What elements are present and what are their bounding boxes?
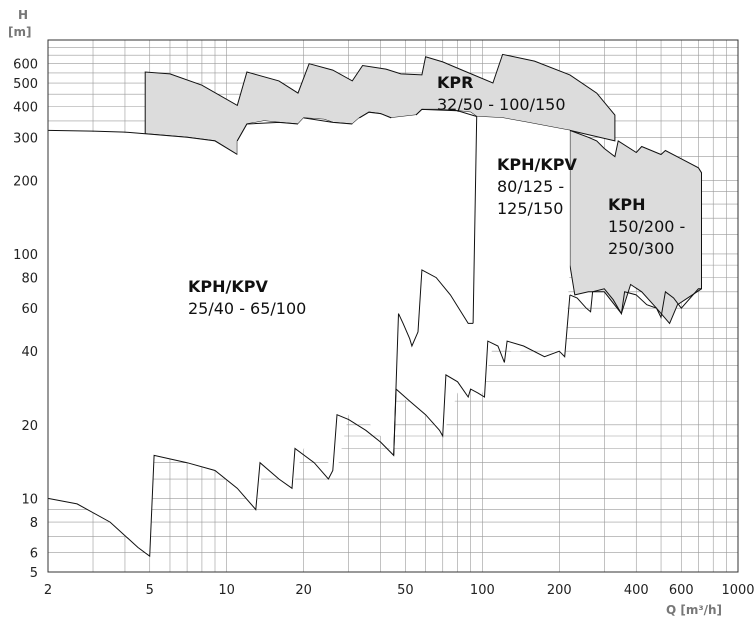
y-tick-label: 500	[13, 77, 38, 92]
x-tick-label: 50	[397, 583, 414, 598]
plot-frame	[47, 39, 739, 573]
y-tick-label: 200	[13, 174, 38, 189]
x-tick-label: 5	[146, 583, 154, 598]
x-axis-ticks: 2 5 10 20 50 100 200 400 600 1000	[44, 583, 755, 598]
series-name-label: KPH	[608, 195, 646, 214]
pump-curve	[303, 117, 353, 125]
y-tick-label: 100	[13, 248, 38, 263]
series-range-label: 150/200 -	[608, 217, 685, 236]
y-tick-label: 8	[30, 516, 38, 531]
area-fills	[48, 53, 702, 557]
y-tick-label: 10	[21, 492, 38, 507]
series-range-label: 80/125 -	[497, 177, 564, 196]
series-range-label: 250/300	[608, 239, 674, 258]
pump-curve	[236, 121, 299, 142]
pump-curve	[47, 129, 238, 155]
pump-curve	[569, 288, 702, 320]
x-tick-label: 2	[44, 583, 52, 598]
x-tick-label: 10	[218, 583, 235, 598]
series-range-label: 32/50 - 100/150	[437, 95, 566, 114]
y-tick-label: 600	[13, 58, 38, 73]
series-name-label: KPH/KPV	[188, 277, 268, 296]
x-tick-label: 20	[295, 583, 312, 598]
pump-curve	[393, 294, 571, 456]
series-range-label: 25/40 - 65/100	[188, 299, 306, 318]
y-tick-label: 60	[21, 302, 38, 317]
x-axis-unit: Q [m³/h]	[666, 603, 722, 617]
y-tick-label: 80	[21, 272, 38, 287]
y-axis-unit: [m]	[8, 25, 31, 39]
series-range-label: 125/150	[497, 199, 563, 218]
pump-curve	[359, 111, 392, 119]
x-tick-label: 600	[669, 583, 694, 598]
y-tick-label: 20	[21, 419, 38, 434]
x-tick-label: 400	[624, 583, 649, 598]
series-name-label: KPH/KPV	[497, 155, 577, 174]
y-axis-name: H	[18, 8, 28, 22]
y-tick-label: 40	[21, 345, 38, 360]
x-tick-label: 200	[547, 583, 572, 598]
y-tick-label: 300	[13, 131, 38, 146]
y-tick-label: 400	[13, 101, 38, 116]
series-name-label: KPR	[437, 73, 473, 92]
series-labels: KPR 32/50 - 100/150 KPH 150/200 - 250/300 KPH…	[188, 73, 685, 318]
kph-kpv-region	[48, 109, 570, 557]
pump-curves	[47, 108, 702, 558]
x-tick-label: 100	[470, 583, 495, 598]
pump-curve	[47, 269, 474, 558]
x-tick-label: 1000	[721, 583, 754, 598]
pump-curve	[415, 108, 478, 324]
y-tick-label: 6	[30, 547, 38, 562]
y-axis-ticks: 5 6 8 10 20 40 60 80 100 200 300 400 500 600	[13, 58, 38, 581]
y-tick-label: 5	[30, 566, 38, 581]
